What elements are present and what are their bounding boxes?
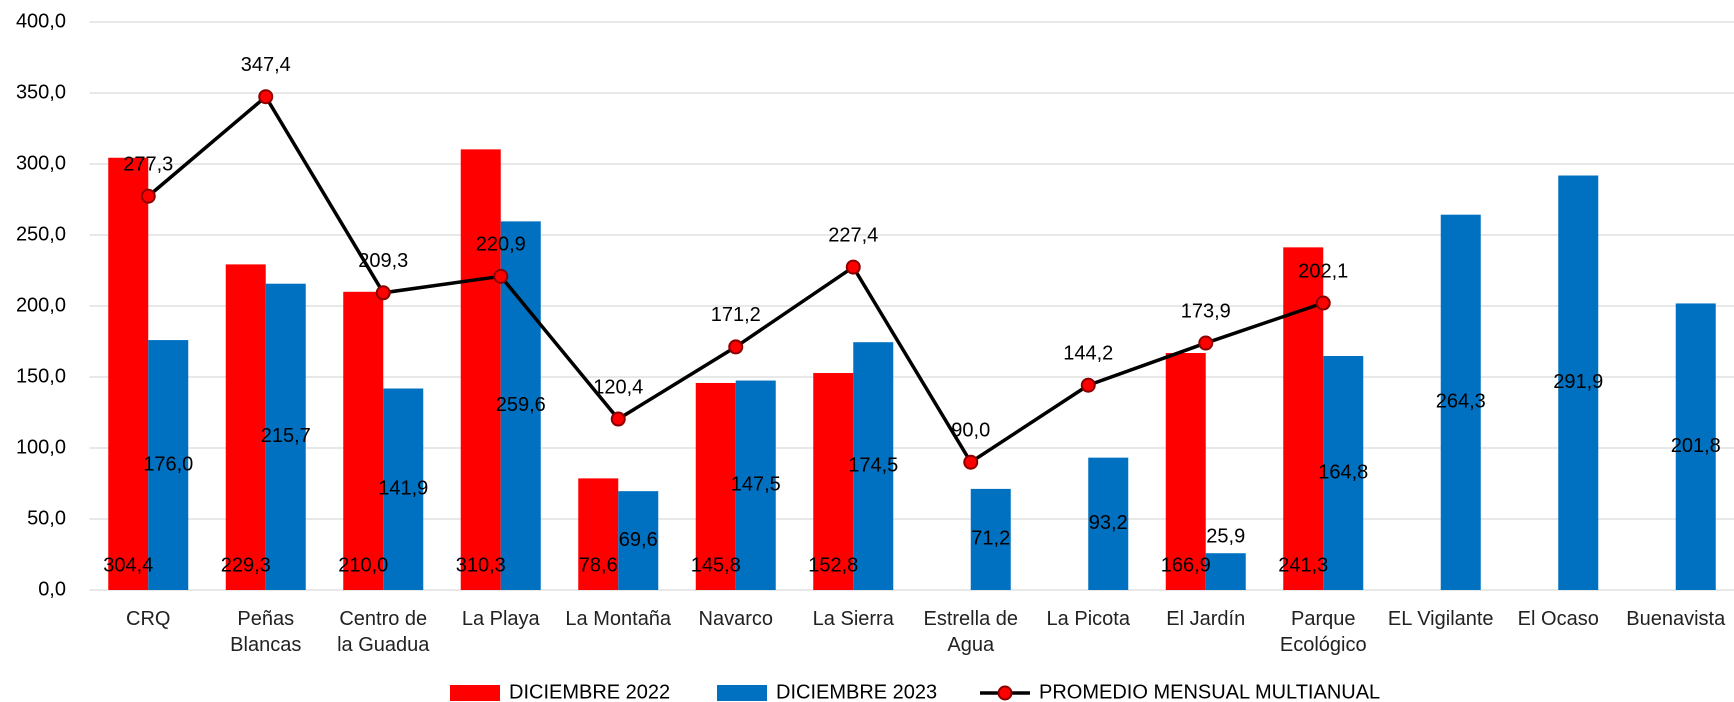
value-label: 176,0: [143, 453, 193, 475]
y-tick-label: 150,0: [16, 365, 66, 387]
value-label: 147,5: [731, 474, 781, 496]
x-tick-label: Peñas Blancas: [230, 608, 302, 656]
x-tick-label: La Picota: [1046, 608, 1130, 630]
x-tick-label: Navarco: [698, 608, 773, 630]
bar: [578, 478, 619, 590]
value-label: 173,9: [1181, 300, 1231, 322]
x-tick-label: El Jardín: [1166, 608, 1246, 630]
x-tick-label: Centro de la Guadua: [337, 608, 430, 656]
legend-label: DICIEMBRE 2022: [509, 681, 670, 702]
bar: [618, 491, 659, 590]
y-tick-label: 100,0: [16, 436, 66, 458]
x-tick-label: Parque Ecológico: [1279, 608, 1367, 656]
value-label: 347,4: [241, 54, 291, 76]
bar: [343, 291, 384, 590]
legend-swatch: [450, 685, 500, 701]
bar: [1558, 175, 1599, 590]
value-label: 304,4: [103, 554, 153, 576]
value-label: 164,8: [1318, 461, 1368, 483]
x-tick-label: La Montaña: [565, 608, 672, 630]
bar: [1088, 457, 1129, 590]
line-marker: [1315, 295, 1331, 311]
legend-swatch: [717, 685, 767, 701]
value-label: 202,1: [1298, 260, 1348, 282]
bar: [813, 373, 854, 590]
value-label: 145,8: [691, 554, 741, 576]
value-label: 141,9: [378, 478, 428, 500]
value-label: 227,4: [828, 224, 878, 246]
x-tick-label: EL Vigilante: [1387, 608, 1494, 630]
line-marker: [1080, 377, 1096, 393]
line-marker: [728, 339, 744, 355]
x-tick-label: La Playa: [461, 608, 540, 630]
value-label: 215,7: [261, 425, 311, 447]
line-marker: [845, 259, 861, 275]
value-label: 93,2: [1089, 512, 1128, 534]
bar: [383, 388, 424, 590]
line-marker: [963, 454, 979, 470]
bar: [970, 488, 1011, 590]
value-label: 152,8: [808, 554, 858, 576]
bar: [1165, 353, 1206, 590]
value-label: 171,2: [711, 304, 761, 326]
legend-label: DICIEMBRE 2023: [776, 681, 937, 702]
value-label: 25,9: [1206, 526, 1245, 548]
bar: [460, 149, 501, 590]
value-label: 210,0: [338, 554, 388, 576]
bar: [695, 382, 736, 590]
value-label: 90,0: [951, 419, 990, 441]
x-tick-label: El Ocaso: [1517, 608, 1599, 630]
bar: [148, 340, 189, 590]
x-tick-label: CRQ: [126, 608, 171, 630]
line-marker: [493, 268, 509, 284]
bar: [735, 380, 776, 590]
value-label: 71,2: [971, 528, 1010, 550]
legend-swatch: [997, 685, 1013, 701]
y-tick-label: 50,0: [27, 507, 66, 529]
value-label: 78,6: [579, 554, 618, 576]
line-marker: [610, 411, 626, 427]
x-tick-label: Buenavista: [1626, 608, 1726, 630]
value-label: 166,9: [1161, 554, 1211, 576]
bar: [853, 342, 894, 590]
legend: DICIEMBRE 2022 DICIEMBRE 2023 PROMEDIO MEN…: [450, 681, 1380, 702]
y-tick-label: 250,0: [16, 223, 66, 245]
y-tick-label: 300,0: [16, 152, 66, 174]
line-marker: [140, 188, 156, 204]
line-marker: [258, 89, 274, 105]
value-label: 241,3: [1278, 554, 1328, 576]
value-label: 174,5: [848, 454, 898, 476]
value-label: 259,6: [496, 394, 546, 416]
value-label: 120,4: [593, 376, 643, 398]
bar: [1205, 553, 1246, 590]
value-label: 310,3: [456, 554, 506, 576]
bar: [108, 157, 149, 590]
value-label: 291,9: [1553, 371, 1603, 393]
bar: [1323, 355, 1364, 590]
legend-label: PROMEDIO MENSUAL MULTIANUAL: [1039, 681, 1380, 702]
value-label: 220,9: [476, 234, 526, 256]
line-marker: [1198, 335, 1214, 351]
y-tick-label: 350,0: [16, 81, 66, 103]
value-label: 201,8: [1671, 435, 1721, 457]
value-label: 229,3: [221, 554, 271, 576]
value-label: 264,3: [1436, 391, 1486, 413]
value-label: 144,2: [1063, 343, 1113, 365]
bar: [265, 283, 306, 590]
value-label: 209,3: [358, 250, 408, 272]
bar: [1675, 303, 1716, 590]
x-tick-label: Estrella de Agua: [923, 608, 1019, 656]
value-label: 277,3: [123, 154, 173, 176]
x-tick-label: La Sierra: [812, 608, 894, 630]
y-tick-label: 0,0: [38, 578, 66, 600]
value-label: 69,6: [619, 529, 658, 551]
y-tick-label: 400,0: [16, 10, 66, 32]
y-tick-label: 200,0: [16, 294, 66, 316]
bar: [225, 264, 266, 590]
line-marker: [375, 285, 391, 301]
bar: [1440, 214, 1481, 590]
